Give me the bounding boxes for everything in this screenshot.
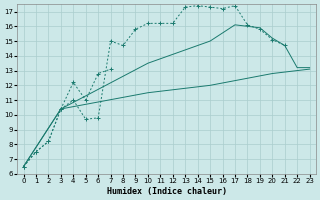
X-axis label: Humidex (Indice chaleur): Humidex (Indice chaleur): [107, 187, 227, 196]
